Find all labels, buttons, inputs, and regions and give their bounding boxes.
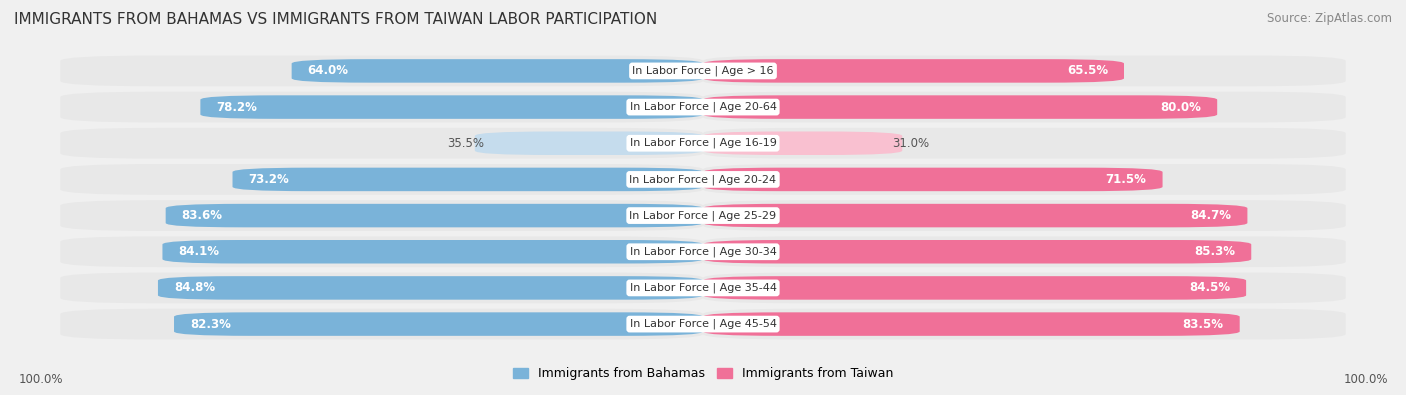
- Text: 84.7%: 84.7%: [1191, 209, 1232, 222]
- Text: 65.5%: 65.5%: [1067, 64, 1108, 77]
- FancyBboxPatch shape: [703, 59, 1123, 83]
- FancyBboxPatch shape: [703, 167, 1163, 191]
- FancyBboxPatch shape: [232, 167, 703, 191]
- FancyBboxPatch shape: [703, 236, 1346, 267]
- FancyBboxPatch shape: [703, 204, 1247, 228]
- Text: In Labor Force | Age 25-29: In Labor Force | Age 25-29: [630, 210, 776, 221]
- Text: 85.3%: 85.3%: [1194, 245, 1236, 258]
- FancyBboxPatch shape: [60, 273, 703, 303]
- FancyBboxPatch shape: [60, 164, 703, 195]
- FancyBboxPatch shape: [703, 276, 1246, 300]
- FancyBboxPatch shape: [60, 236, 703, 267]
- FancyBboxPatch shape: [60, 309, 703, 339]
- Text: 84.8%: 84.8%: [174, 281, 215, 294]
- FancyBboxPatch shape: [201, 95, 703, 119]
- FancyBboxPatch shape: [703, 164, 1346, 195]
- FancyBboxPatch shape: [60, 200, 703, 231]
- Text: In Labor Force | Age 16-19: In Labor Force | Age 16-19: [630, 138, 776, 149]
- Text: 83.6%: 83.6%: [181, 209, 222, 222]
- FancyBboxPatch shape: [703, 240, 1251, 263]
- Text: In Labor Force | Age 20-24: In Labor Force | Age 20-24: [630, 174, 776, 185]
- FancyBboxPatch shape: [157, 276, 703, 300]
- FancyBboxPatch shape: [60, 128, 703, 159]
- Text: In Labor Force | Age 35-44: In Labor Force | Age 35-44: [630, 283, 776, 293]
- Text: IMMIGRANTS FROM BAHAMAS VS IMMIGRANTS FROM TAIWAN LABOR PARTICIPATION: IMMIGRANTS FROM BAHAMAS VS IMMIGRANTS FR…: [14, 12, 658, 27]
- FancyBboxPatch shape: [703, 273, 1346, 303]
- Legend: Immigrants from Bahamas, Immigrants from Taiwan: Immigrants from Bahamas, Immigrants from…: [513, 367, 893, 380]
- Text: In Labor Force | Age 20-64: In Labor Force | Age 20-64: [630, 102, 776, 112]
- Text: 35.5%: 35.5%: [447, 137, 485, 150]
- Text: 100.0%: 100.0%: [1343, 373, 1388, 386]
- FancyBboxPatch shape: [475, 132, 703, 155]
- Text: 100.0%: 100.0%: [18, 373, 63, 386]
- Text: 84.1%: 84.1%: [179, 245, 219, 258]
- FancyBboxPatch shape: [163, 240, 703, 263]
- FancyBboxPatch shape: [703, 309, 1346, 339]
- Text: 71.5%: 71.5%: [1105, 173, 1146, 186]
- Text: 84.5%: 84.5%: [1189, 281, 1230, 294]
- Text: In Labor Force | Age > 16: In Labor Force | Age > 16: [633, 66, 773, 76]
- FancyBboxPatch shape: [703, 312, 1240, 336]
- Text: 82.3%: 82.3%: [190, 318, 231, 331]
- Text: 80.0%: 80.0%: [1160, 101, 1201, 114]
- Text: 78.2%: 78.2%: [217, 101, 257, 114]
- FancyBboxPatch shape: [703, 132, 903, 155]
- Text: Source: ZipAtlas.com: Source: ZipAtlas.com: [1267, 12, 1392, 25]
- FancyBboxPatch shape: [60, 92, 703, 122]
- Text: 64.0%: 64.0%: [308, 64, 349, 77]
- Text: In Labor Force | Age 30-34: In Labor Force | Age 30-34: [630, 246, 776, 257]
- Text: 83.5%: 83.5%: [1182, 318, 1223, 331]
- FancyBboxPatch shape: [703, 92, 1346, 122]
- FancyBboxPatch shape: [174, 312, 703, 336]
- Text: 31.0%: 31.0%: [893, 137, 929, 150]
- FancyBboxPatch shape: [703, 128, 1346, 159]
- FancyBboxPatch shape: [166, 204, 703, 228]
- Text: In Labor Force | Age 45-54: In Labor Force | Age 45-54: [630, 319, 776, 329]
- FancyBboxPatch shape: [703, 56, 1346, 86]
- FancyBboxPatch shape: [291, 59, 703, 83]
- FancyBboxPatch shape: [60, 56, 703, 86]
- Text: 73.2%: 73.2%: [249, 173, 290, 186]
- FancyBboxPatch shape: [703, 200, 1346, 231]
- FancyBboxPatch shape: [703, 95, 1218, 119]
